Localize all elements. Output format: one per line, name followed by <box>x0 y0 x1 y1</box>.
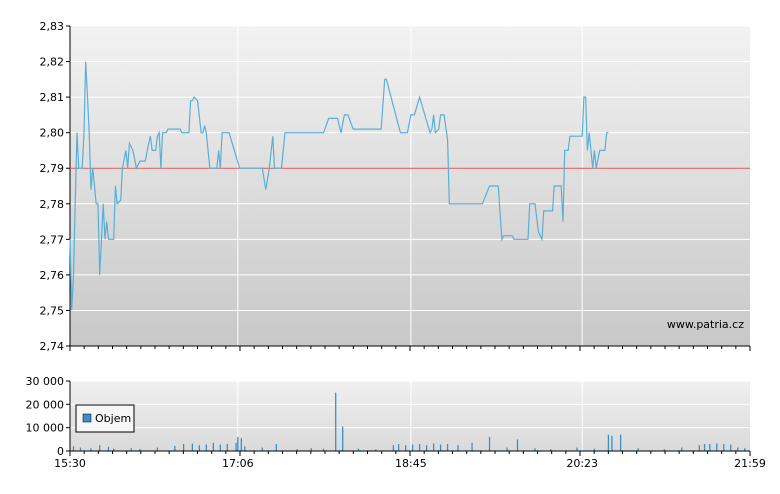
x-tick-label: 20:23 <box>566 457 598 470</box>
price-y-tick-label: 2,74 <box>40 340 65 353</box>
legend-label: Objem <box>95 412 131 425</box>
volume-y-tick-label: 10 000 <box>26 422 65 435</box>
x-tick-label: 18:45 <box>395 457 427 470</box>
price-y-tick-label: 2,76 <box>40 269 65 282</box>
volume-y-tick-label: 30 000 <box>26 375 65 388</box>
price-y-tick-label: 2,77 <box>40 233 65 246</box>
price-y-tick-label: 2,78 <box>40 198 65 211</box>
price-y-tick-label: 2,75 <box>40 304 65 317</box>
x-tick-label: 21:59 <box>734 457 766 470</box>
legend-swatch <box>82 413 92 423</box>
volume-y-tick-label: 20 000 <box>26 398 65 411</box>
price-plot-area <box>70 26 750 346</box>
price-series-line <box>69 61 609 311</box>
price-y-tick-label: 2,82 <box>40 56 65 69</box>
price-y-tick-label: 2,79 <box>40 162 65 175</box>
price-y-tick-label: 2,81 <box>40 91 65 104</box>
volume-plot-area <box>70 381 750 451</box>
watermark: www.patria.cz <box>667 318 744 331</box>
volume-legend: Objem <box>75 404 135 433</box>
volume-y-tick-label: 0 <box>57 445 64 458</box>
x-tick-label: 17:06 <box>222 457 254 470</box>
x-tick-label: 15:30 <box>54 457 86 470</box>
price-y-tick-label: 2,83 <box>40 20 65 33</box>
price-y-tick-label: 2,80 <box>40 127 65 140</box>
